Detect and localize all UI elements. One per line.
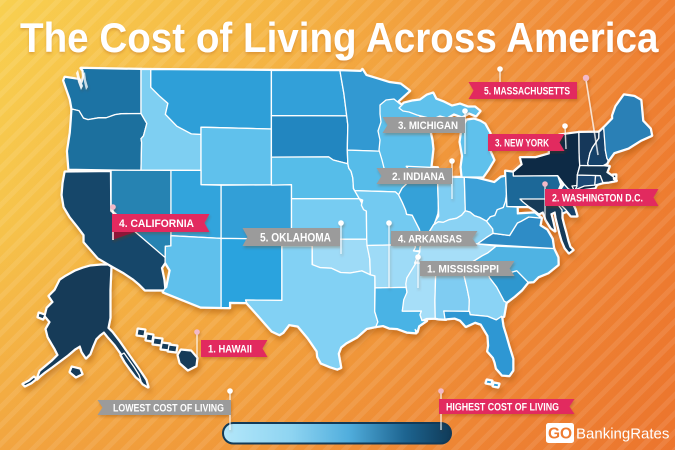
- svg-text:5. MASSACHUSETTS: 5. MASSACHUSETTS: [484, 86, 570, 98]
- svg-text:1. HAWAII: 1. HAWAII: [208, 344, 252, 356]
- svg-text:HIGHEST COST OF LIVING: HIGHEST COST OF LIVING: [446, 402, 559, 414]
- svg-text:LOWEST COST OF LIVING: LOWEST COST OF LIVING: [113, 403, 224, 415]
- svg-text:3. NEW YORK: 3. NEW YORK: [495, 138, 549, 150]
- svg-text:3. MICHIGAN: 3. MICHIGAN: [398, 120, 458, 132]
- svg-text:4. CALIFORNIA: 4. CALIFORNIA: [119, 218, 194, 230]
- svg-text:2. INDIANA: 2. INDIANA: [392, 171, 445, 183]
- svg-text:GO: GO: [548, 426, 572, 443]
- svg-text:BankingRates: BankingRates: [576, 426, 669, 443]
- svg-text:5. OKLAHOMA: 5. OKLAHOMA: [260, 230, 331, 244]
- svg-text:4. ARKANSAS: 4. ARKANSAS: [398, 234, 462, 246]
- svg-text:1. MISSISSIPPI: 1. MISSISSIPPI: [427, 264, 499, 276]
- svg-text:2. WASHINGTON D.C.: 2. WASHINGTON D.C.: [552, 193, 643, 205]
